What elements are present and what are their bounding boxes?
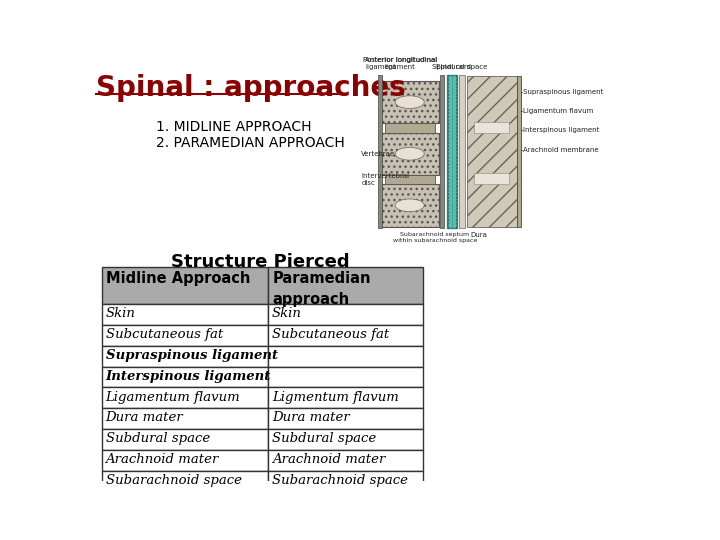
Text: Arachnoid membrane: Arachnoid membrane <box>523 146 599 152</box>
Ellipse shape <box>395 199 424 212</box>
Bar <box>377 75 382 228</box>
Bar <box>446 75 457 228</box>
Text: Vertebrae: Vertebrae <box>361 151 395 157</box>
Text: Dura: Dura <box>471 232 487 238</box>
Bar <box>269 304 423 325</box>
Text: Dura mater: Dura mater <box>106 411 184 424</box>
Bar <box>269 325 423 346</box>
Bar <box>102 267 269 304</box>
Text: Subdural space: Subdural space <box>106 432 210 445</box>
Bar <box>474 122 509 132</box>
Text: Arachnoid mater: Arachnoid mater <box>106 453 219 466</box>
Bar <box>269 346 423 367</box>
Bar <box>381 81 438 123</box>
Bar <box>467 76 517 226</box>
Text: Interspinous ligament: Interspinous ligament <box>523 127 600 133</box>
Text: Structure Pierced: Structure Pierced <box>171 253 350 272</box>
Bar <box>517 76 521 226</box>
Bar <box>102 408 269 429</box>
Ellipse shape <box>395 96 424 109</box>
Bar <box>381 132 438 175</box>
Bar <box>269 267 423 304</box>
Bar <box>269 450 423 470</box>
Text: Ligamentum flavum: Ligamentum flavum <box>106 390 240 403</box>
Text: Supraspinous ligament: Supraspinous ligament <box>523 89 603 94</box>
Bar <box>269 429 423 450</box>
Bar <box>102 450 269 470</box>
Bar <box>384 175 435 184</box>
Text: Subcutaneous fat: Subcutaneous fat <box>106 328 222 341</box>
Text: Subarachnoid space: Subarachnoid space <box>106 474 241 487</box>
Text: Interspinous ligament: Interspinous ligament <box>106 370 271 383</box>
Bar <box>269 470 423 491</box>
Bar <box>102 325 269 346</box>
Bar <box>474 173 509 184</box>
Text: Intervertebral
disc: Intervertebral disc <box>361 173 410 186</box>
Bar <box>102 429 269 450</box>
Bar <box>441 75 444 228</box>
Bar <box>102 304 269 325</box>
Text: Subcutaneous fat: Subcutaneous fat <box>272 328 390 341</box>
Text: Skin: Skin <box>272 307 302 320</box>
Bar <box>102 346 269 367</box>
Text: Subdural space: Subdural space <box>272 432 377 445</box>
Text: Anterior longitudinal
ligament: Anterior longitudinal ligament <box>365 57 437 70</box>
Text: 1. MIDLINE APPROACH: 1. MIDLINE APPROACH <box>156 120 311 134</box>
Text: Spinal cord: Spinal cord <box>433 64 472 70</box>
Text: Arachnoid mater: Arachnoid mater <box>272 453 385 466</box>
Bar <box>269 408 423 429</box>
Bar <box>102 387 269 408</box>
Text: Epidural space: Epidural space <box>436 64 487 70</box>
Bar <box>459 75 465 228</box>
Text: Skin: Skin <box>106 307 135 320</box>
Text: Ligamentum flavum: Ligamentum flavum <box>523 108 593 114</box>
Ellipse shape <box>395 147 424 160</box>
Text: Ligmentum flavum: Ligmentum flavum <box>272 390 399 403</box>
Text: Supraspinous ligament: Supraspinous ligament <box>106 349 278 362</box>
Text: Dura mater: Dura mater <box>272 411 350 424</box>
Bar <box>102 470 269 491</box>
Bar <box>102 367 269 387</box>
Text: Subarachnoid septum
within subarachnoid space: Subarachnoid septum within subarachnoid … <box>392 232 477 242</box>
Bar <box>357 69 648 234</box>
Text: Midline Approach: Midline Approach <box>106 271 250 286</box>
Text: Paramedian
approach: Paramedian approach <box>272 271 371 307</box>
Bar <box>384 123 435 132</box>
Text: Spinal : approaches: Spinal : approaches <box>96 74 406 102</box>
Bar <box>269 367 423 387</box>
Text: 2. PARAMEDIAN APPROACH: 2. PARAMEDIAN APPROACH <box>156 137 345 151</box>
Text: Posterior longitudinal
ligament: Posterior longitudinal ligament <box>363 57 437 70</box>
Bar <box>381 184 438 226</box>
Bar <box>269 387 423 408</box>
Text: Subarachnoid space: Subarachnoid space <box>272 474 408 487</box>
